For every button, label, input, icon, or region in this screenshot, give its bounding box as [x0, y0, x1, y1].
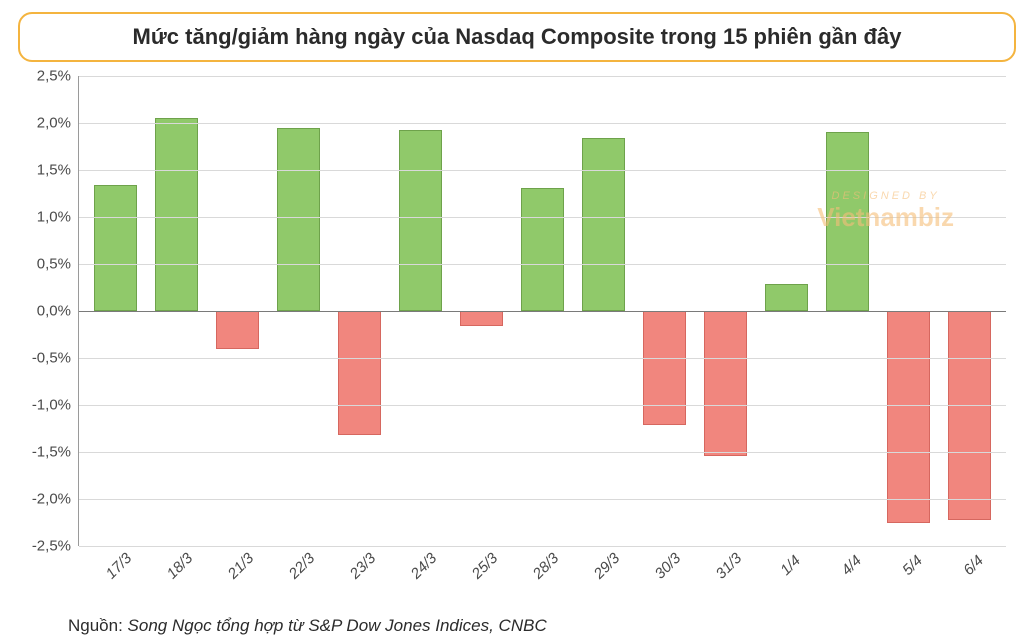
x-axis-label: 1/4 [777, 552, 804, 579]
chart-source: Nguồn: Song Ngọc tổng hợp từ S&P Dow Jon… [68, 616, 1016, 636]
x-axis-label: 25/3 [469, 550, 502, 583]
x-axis-labels: 17/3 18/3 21/3 22/3 23/3 24/3 25/3 28/3 29/3 30/3… [78, 550, 1006, 610]
x-slot: 22/3 [267, 550, 328, 610]
y-axis-label: 1,0% [21, 209, 71, 226]
x-slot: 23/3 [328, 550, 389, 610]
x-axis-label: 29/3 [591, 550, 624, 583]
x-axis-label: 31/3 [713, 550, 746, 583]
x-slot: 5/4 [878, 550, 939, 610]
y-axis-label: 0,0% [21, 303, 71, 320]
grid-line [79, 76, 1006, 77]
source-prefix: Nguồn: [68, 616, 128, 635]
bar [582, 138, 626, 311]
x-slot: 18/3 [145, 550, 206, 610]
bar [216, 311, 260, 349]
grid-line [79, 217, 1006, 218]
grid-line [79, 311, 1006, 312]
y-axis-label: -1,5% [21, 444, 71, 461]
y-axis-label: -2,0% [21, 491, 71, 508]
x-slot: 30/3 [634, 550, 695, 610]
x-axis-label: 18/3 [163, 550, 196, 583]
x-axis-label: 6/4 [961, 552, 988, 579]
grid-line [79, 123, 1006, 124]
x-slot: 4/4 [817, 550, 878, 610]
bar [460, 311, 504, 326]
x-axis-label: 24/3 [407, 550, 440, 583]
y-axis-label: -2,5% [21, 538, 71, 555]
bar [521, 188, 565, 311]
plot-area: -2,5%-2,0%-1,5%-1,0%-0,5%0,0%0,5%1,0%1,5… [78, 76, 1006, 546]
x-axis-label: 22/3 [285, 550, 318, 583]
x-axis-label: 4/4 [838, 552, 865, 579]
bar [826, 132, 870, 311]
grid-line [79, 546, 1006, 547]
y-axis-label: 2,0% [21, 115, 71, 132]
x-slot: 21/3 [206, 550, 267, 610]
x-slot: 25/3 [450, 550, 511, 610]
bar [399, 130, 443, 311]
x-slot: 1/4 [756, 550, 817, 610]
y-axis-label: 1,5% [21, 162, 71, 179]
bar [704, 311, 748, 456]
x-slot: 28/3 [511, 550, 572, 610]
bar [277, 128, 321, 311]
grid-line [79, 264, 1006, 265]
x-axis-label: 23/3 [346, 550, 379, 583]
bar [155, 118, 199, 311]
bar [643, 311, 687, 425]
x-axis-label: 28/3 [530, 550, 563, 583]
y-axis-label: 2,5% [21, 68, 71, 85]
y-axis-label: -0,5% [21, 350, 71, 367]
x-slot: 31/3 [695, 550, 756, 610]
bar [94, 185, 138, 311]
bar [948, 311, 992, 520]
x-slot: 24/3 [389, 550, 450, 610]
source-text: Song Ngọc tổng hợp từ S&P Dow Jones Indi… [128, 616, 547, 635]
y-axis-label: -1,0% [21, 397, 71, 414]
y-axis-label: 0,5% [21, 256, 71, 273]
bar [765, 284, 809, 311]
x-axis-label: 21/3 [224, 550, 257, 583]
grid-line [79, 405, 1006, 406]
x-axis-label: 5/4 [899, 552, 926, 579]
grid-line [79, 358, 1006, 359]
bar [887, 311, 931, 523]
chart-container: -2,5%-2,0%-1,5%-1,0%-0,5%0,0%0,5%1,0%1,5… [78, 76, 1006, 610]
x-axis-label: 17/3 [102, 550, 135, 583]
x-slot: 6/4 [939, 550, 1000, 610]
x-slot: 17/3 [84, 550, 145, 610]
x-slot: 29/3 [573, 550, 634, 610]
bar [338, 311, 382, 435]
x-axis-label: 30/3 [652, 550, 685, 583]
chart-title: Mức tăng/giảm hàng ngày của Nasdaq Compo… [18, 12, 1016, 62]
grid-line [79, 452, 1006, 453]
grid-line [79, 499, 1006, 500]
grid-line [79, 170, 1006, 171]
